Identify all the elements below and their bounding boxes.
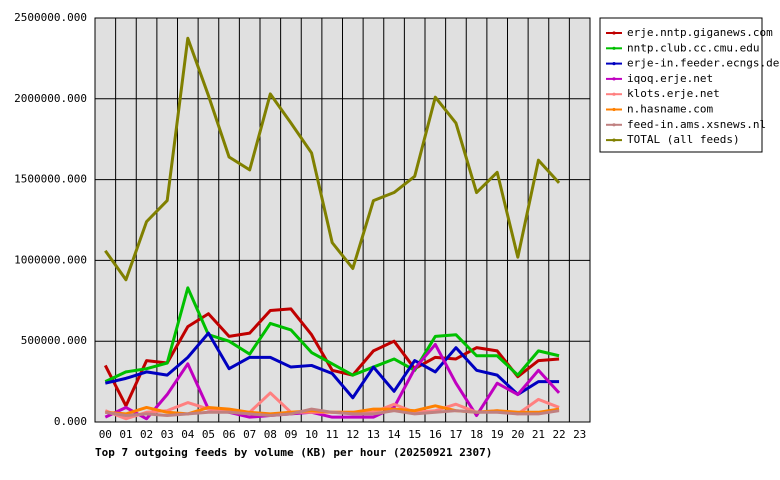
y-tick-label: 2000000.000 [14,92,87,105]
x-tick-label: 06 [222,428,235,441]
x-tick-label: 01 [119,428,132,441]
x-tick-label: 04 [181,428,195,441]
legend-dot [612,138,616,142]
legend-dot [612,92,616,96]
series-line [104,331,560,400]
x-tick-label: 02 [140,428,153,441]
x-tick-label: 16 [429,428,442,441]
x-tick-label: 08 [264,428,277,441]
legend-label: feed-in.ams.xsnews.nl [627,118,766,131]
x-tick-label: 14 [387,428,401,441]
x-tick-label: 12 [346,428,359,441]
x-tick-label: 20 [511,428,524,441]
x-tick-label: 10 [305,428,318,441]
legend-label: erje.nntp.giganews.com [627,26,773,39]
x-tick-label: 21 [532,428,545,441]
legend-label: n.hasname.com [627,103,713,116]
x-tick-label: 13 [367,428,380,441]
x-tick-label: 15 [408,428,421,441]
series-line [104,36,561,282]
x-tick-label: 23 [573,428,586,441]
legend-dot [612,77,616,81]
legend-dot [612,46,616,50]
x-tick-label: 19 [491,428,504,441]
legend-label: nntp.club.cc.cmu.edu [627,41,759,54]
series-line [105,407,560,418]
legend-dot [612,107,616,112]
x-tick-label: 17 [449,428,462,441]
series-line [103,307,560,408]
legend-label: TOTAL (all feeds) [627,133,740,146]
legend-dot [612,123,616,127]
y-tick-label: 1500000.000 [14,173,87,186]
legend-label: iqoq.erje.net [627,72,713,85]
x-tick-label: 07 [243,428,256,441]
x-tick-label: 05 [202,428,215,441]
x-tick-label: 00 [99,428,112,441]
chart-title: Top 7 outgoing feeds by volume (KB) per … [95,446,492,459]
x-tick-label: 18 [470,428,483,441]
legend-label: klots.erje.net [627,87,720,100]
y-tick-label: 2500000.000 [14,11,87,24]
x-tick-label: 22 [552,428,565,441]
y-tick-label: 500000.000 [21,334,87,347]
x-tick-label: 11 [326,428,339,441]
x-tick-label: 03 [161,428,174,441]
x-tick-label: 09 [284,428,297,441]
y-tick-label: 0.000 [54,415,87,428]
legend-dot [612,62,616,66]
series-line [104,286,560,383]
legend-dot [612,31,616,35]
legend-label: erje-in.feeder.ecngs.de [627,57,779,70]
legend [599,17,763,153]
y-tick-label: 1000000.000 [14,253,87,266]
series-line [104,342,561,421]
